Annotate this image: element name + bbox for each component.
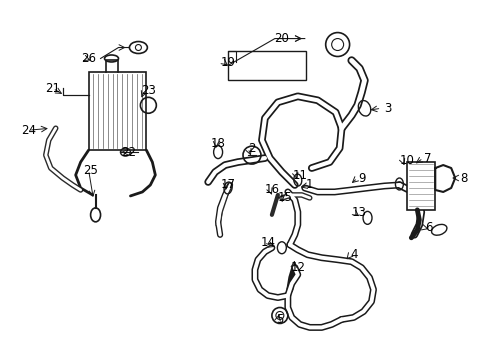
Text: 10: 10 [400,154,415,167]
Text: 12: 12 [290,261,305,274]
Text: 25: 25 [83,163,98,176]
Text: 19: 19 [220,56,236,69]
Text: 2: 2 [248,141,256,155]
Text: 16: 16 [265,184,279,197]
Text: 3: 3 [384,102,391,115]
Text: 18: 18 [211,137,225,150]
Bar [228,50,306,80]
Text: 6: 6 [425,221,433,234]
Text: 5: 5 [276,313,284,326]
Text: 9: 9 [358,171,366,185]
Text: 8: 8 [461,171,468,185]
Text: 20: 20 [274,32,289,45]
Text: 7: 7 [423,152,431,165]
Text: 11: 11 [293,168,307,181]
Text: 26: 26 [81,52,96,65]
Text: 23: 23 [141,84,156,97]
Text: 14: 14 [260,236,275,249]
Bar [89,72,147,150]
Text: 22: 22 [121,145,136,159]
Bar [407,162,435,210]
Text: 4: 4 [351,248,358,261]
Text: 24: 24 [22,124,36,137]
Text: 17: 17 [220,179,236,192]
Text: 15: 15 [277,192,292,204]
Text: 1: 1 [306,179,314,192]
Text: 13: 13 [352,206,367,219]
Text: 21: 21 [45,82,60,95]
